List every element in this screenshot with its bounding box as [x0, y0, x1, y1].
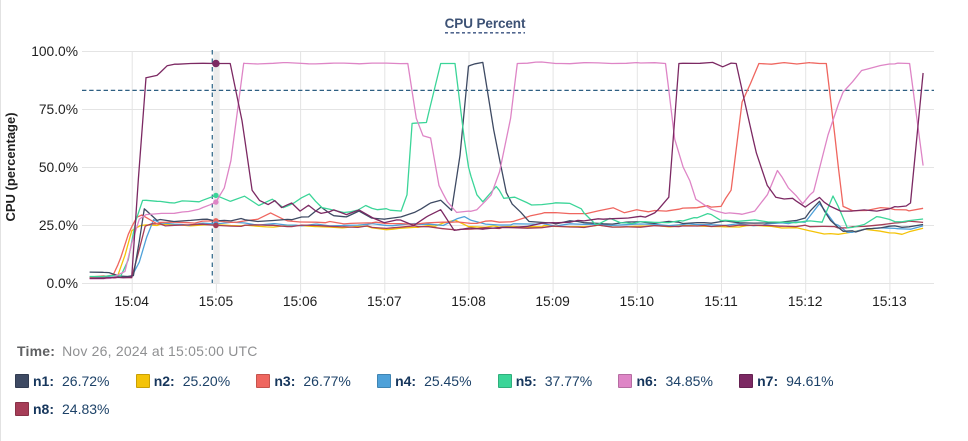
svg-text:75.0%: 75.0%	[39, 102, 78, 117]
svg-text:50.0%: 50.0%	[39, 160, 78, 175]
svg-text:15:13: 15:13	[872, 294, 907, 309]
svg-text:15:05: 15:05	[199, 294, 234, 309]
svg-text:25.0%: 25.0%	[39, 218, 78, 233]
svg-text:15:06: 15:06	[283, 294, 318, 309]
svg-text:15:12: 15:12	[788, 294, 823, 309]
svg-text:15:11: 15:11	[704, 294, 738, 309]
svg-text:15:10: 15:10	[620, 294, 655, 309]
svg-text:CPU (percentage): CPU (percentage)	[3, 112, 18, 221]
svg-text:15:08: 15:08	[451, 294, 486, 309]
svg-text:15:07: 15:07	[367, 294, 402, 309]
svg-text:100.0%: 100.0%	[31, 44, 78, 59]
svg-text:15:09: 15:09	[535, 294, 570, 309]
svg-text:15:04: 15:04	[114, 294, 149, 309]
svg-text:0.0%: 0.0%	[47, 276, 78, 291]
